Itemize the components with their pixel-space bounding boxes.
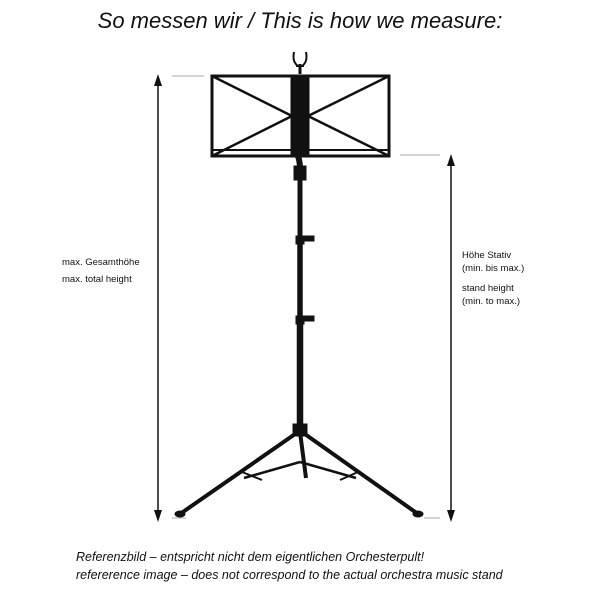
stand-height-range-en: (min. to max.) — [462, 295, 521, 307]
desk-bracket — [293, 148, 303, 169]
disclaimer: Referenzbild – entspricht nicht dem eige… — [76, 548, 586, 584]
desk-spine — [290, 75, 310, 155]
stand-height-label-de: Höhe Stativ — [462, 250, 512, 261]
total-height-label-de: max. Gesamthöhe — [62, 257, 140, 268]
total-height-label-en: max. total height — [62, 274, 132, 285]
music-stand — [174, 51, 424, 518]
total-height-label: max. Gesamthöhe max. total height — [62, 254, 172, 288]
stand-height-arrow — [447, 154, 455, 522]
stand-height-label-en: stand height — [462, 283, 514, 294]
tripod-leg-center — [298, 431, 308, 479]
stand-height-range-de: (min. bis max.) — [462, 262, 525, 274]
lyre-clip — [292, 51, 308, 67]
disclaimer-en: refererence image – does not correspond … — [76, 568, 503, 582]
tripod-leg-right — [300, 430, 420, 516]
disclaimer-de: Referenzbild – entspricht nicht dem eige… — [76, 550, 425, 564]
stand-height-label: Höhe Stativ (min. bis max.) stand height… — [462, 250, 562, 308]
page-title: So messen wir / This is how we measure: — [97, 8, 503, 33]
tripod-leg-left — [178, 430, 300, 516]
total-height-arrow — [154, 74, 162, 522]
